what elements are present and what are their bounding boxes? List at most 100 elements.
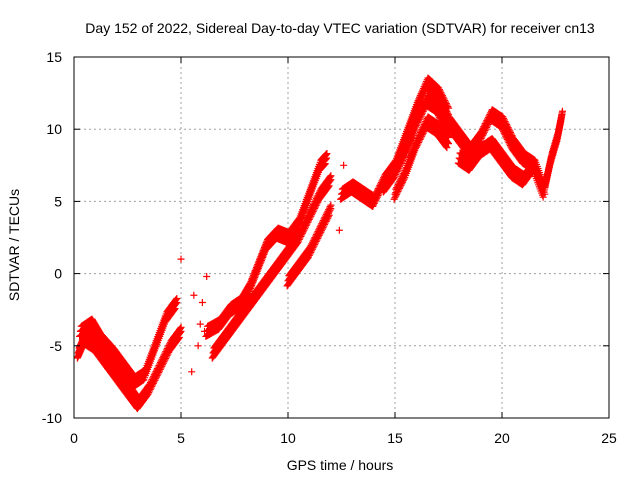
data-point: [503, 121, 511, 129]
data-point: [476, 137, 484, 145]
data-point: [477, 136, 485, 144]
data-point: [295, 235, 303, 243]
data-point: [311, 205, 319, 213]
data-point: [325, 211, 333, 219]
data-point: [418, 111, 426, 119]
data-point: [504, 124, 512, 132]
data-point: [397, 181, 405, 189]
data-point: [317, 228, 325, 236]
data-point: [372, 196, 380, 204]
data-point: [437, 103, 445, 111]
data-point: [443, 101, 451, 109]
data-point: [436, 102, 444, 110]
data-point: [305, 253, 313, 261]
data-point: [397, 160, 405, 168]
data-point: [395, 163, 403, 171]
data-point: [303, 220, 311, 228]
data-point: [557, 117, 565, 125]
data-point: [319, 224, 327, 232]
data-point: [500, 114, 508, 122]
data-point: [528, 167, 536, 175]
data-point: [441, 111, 449, 119]
data-point: [145, 389, 153, 397]
y-tick-label: -5: [50, 338, 63, 354]
data-point: [436, 87, 444, 95]
data-point: [420, 128, 428, 136]
data-point: [155, 369, 163, 377]
data-point: [162, 353, 170, 361]
data-point: [316, 230, 324, 238]
data-point: [528, 168, 536, 176]
data-point: [325, 182, 333, 190]
data-point: [369, 202, 377, 210]
data-point: [308, 247, 316, 255]
data-point: [257, 257, 265, 265]
data-point: [310, 206, 318, 214]
data-point: [399, 157, 407, 165]
data-point: [250, 275, 258, 283]
data-point: [151, 376, 159, 384]
plot-frame: [73, 56, 610, 419]
data-point: [335, 226, 343, 234]
data-point: [395, 186, 403, 194]
data-point: [373, 195, 381, 203]
data-point: [152, 373, 160, 381]
data-point: [501, 118, 509, 126]
data-point: [306, 250, 314, 258]
data-point: [321, 221, 329, 229]
data-point: [323, 216, 331, 224]
data-point: [371, 198, 379, 206]
data-point: [250, 277, 258, 285]
data-point: [201, 327, 209, 335]
data-point: [393, 167, 401, 175]
data-point: [176, 328, 184, 336]
data-point: [313, 236, 321, 244]
data-point: [374, 192, 382, 200]
data-point: [322, 217, 330, 225]
data-point: [315, 231, 323, 239]
data-point: [159, 359, 167, 367]
data-point: [539, 193, 547, 201]
data-point: [440, 109, 448, 117]
data-point: [400, 153, 408, 161]
data-point: [175, 334, 183, 342]
data-point: [300, 226, 308, 234]
data-point: [396, 183, 404, 191]
data-point: [438, 106, 446, 114]
x-tick-label: 10: [280, 430, 296, 446]
data-point: [147, 384, 155, 392]
x-tick-label: 5: [177, 430, 185, 446]
data-point: [327, 205, 335, 213]
data-point: [188, 368, 196, 376]
data-point: [412, 145, 420, 153]
data-point: [326, 206, 334, 214]
data-point: [298, 231, 306, 239]
data-point: [412, 121, 420, 129]
data-point: [420, 106, 428, 114]
data-point: [529, 162, 537, 170]
data-point: [415, 139, 423, 147]
data-point: [318, 227, 326, 235]
data-point: [399, 177, 407, 185]
x-axis-tick-labels: 0 5 10 15 20 25: [70, 430, 617, 446]
data-point: [392, 191, 400, 199]
data-point: [435, 84, 443, 92]
data-point: [500, 116, 508, 124]
data-point: [435, 100, 443, 108]
data-point: [173, 298, 181, 306]
data-point: [437, 89, 445, 97]
data-point: [505, 125, 513, 133]
data-point: [399, 178, 407, 186]
data-point: [251, 272, 259, 280]
data-point: [196, 320, 204, 328]
data-point: [301, 225, 309, 233]
y-tick-label: 0: [54, 266, 62, 282]
data-point: [438, 90, 446, 98]
data-point: [258, 255, 266, 263]
data-point: [370, 201, 378, 209]
data-point: [144, 390, 152, 398]
data-point: [390, 195, 398, 203]
data-point: [170, 306, 178, 314]
data-point: [530, 161, 538, 169]
data-point: [477, 134, 485, 142]
